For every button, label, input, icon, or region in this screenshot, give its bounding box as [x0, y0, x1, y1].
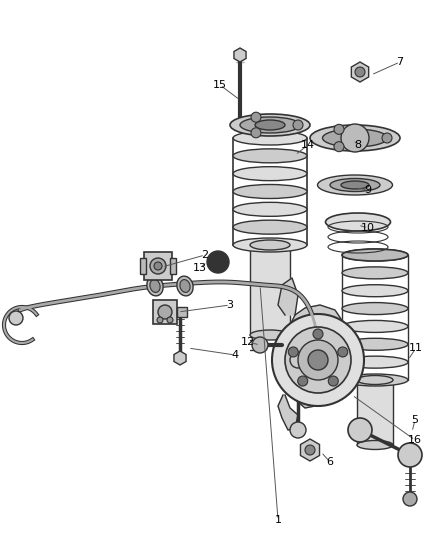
- Bar: [140, 258, 146, 274]
- Ellipse shape: [342, 303, 408, 314]
- Ellipse shape: [342, 338, 408, 350]
- Ellipse shape: [342, 267, 408, 279]
- Ellipse shape: [342, 356, 408, 368]
- Ellipse shape: [250, 330, 290, 340]
- Ellipse shape: [318, 175, 392, 195]
- Ellipse shape: [322, 129, 388, 147]
- Bar: [250, 245, 290, 335]
- Circle shape: [382, 133, 392, 143]
- Ellipse shape: [255, 120, 285, 130]
- Ellipse shape: [233, 220, 307, 234]
- Ellipse shape: [180, 280, 190, 293]
- Text: 7: 7: [396, 57, 403, 67]
- Polygon shape: [351, 62, 369, 82]
- Circle shape: [252, 337, 268, 353]
- Circle shape: [272, 314, 364, 406]
- Ellipse shape: [250, 240, 290, 250]
- Text: 1: 1: [275, 515, 282, 525]
- Ellipse shape: [233, 184, 307, 198]
- Ellipse shape: [325, 213, 391, 231]
- Circle shape: [251, 128, 261, 138]
- Circle shape: [293, 120, 303, 130]
- Circle shape: [298, 340, 338, 380]
- Ellipse shape: [240, 117, 300, 133]
- Text: 6: 6: [326, 457, 333, 467]
- Circle shape: [158, 305, 172, 319]
- Circle shape: [403, 492, 417, 506]
- Circle shape: [290, 352, 306, 368]
- Ellipse shape: [230, 114, 310, 136]
- Circle shape: [338, 347, 348, 357]
- Text: 8: 8: [354, 140, 361, 150]
- Circle shape: [334, 124, 344, 134]
- Polygon shape: [283, 305, 350, 408]
- Circle shape: [150, 258, 166, 274]
- Ellipse shape: [233, 203, 307, 216]
- Ellipse shape: [357, 440, 393, 449]
- Circle shape: [167, 317, 173, 323]
- Text: 10: 10: [361, 223, 375, 233]
- Text: 12: 12: [241, 337, 255, 347]
- Ellipse shape: [147, 276, 163, 296]
- Ellipse shape: [177, 276, 193, 296]
- Ellipse shape: [342, 285, 408, 297]
- Polygon shape: [234, 48, 246, 62]
- Circle shape: [154, 262, 162, 270]
- Circle shape: [313, 329, 323, 339]
- Ellipse shape: [233, 131, 307, 145]
- Ellipse shape: [150, 280, 160, 293]
- Circle shape: [157, 317, 163, 323]
- Ellipse shape: [342, 320, 408, 333]
- Circle shape: [9, 311, 23, 325]
- Circle shape: [328, 376, 338, 386]
- Circle shape: [398, 443, 422, 467]
- Circle shape: [251, 112, 261, 122]
- Ellipse shape: [342, 249, 408, 261]
- Circle shape: [285, 327, 351, 393]
- Bar: [357, 380, 393, 445]
- Text: 13: 13: [193, 263, 207, 273]
- Ellipse shape: [341, 181, 369, 189]
- Circle shape: [334, 142, 344, 152]
- Text: 9: 9: [364, 185, 371, 195]
- Text: 5: 5: [411, 415, 418, 425]
- Text: 3: 3: [226, 300, 233, 310]
- Polygon shape: [278, 278, 298, 315]
- Polygon shape: [278, 395, 298, 430]
- Ellipse shape: [357, 376, 393, 384]
- Ellipse shape: [330, 179, 380, 191]
- Ellipse shape: [233, 149, 307, 163]
- Text: 4: 4: [231, 350, 239, 360]
- Polygon shape: [174, 351, 186, 365]
- Circle shape: [348, 418, 372, 442]
- Ellipse shape: [310, 125, 400, 151]
- Bar: [177, 307, 187, 317]
- Circle shape: [290, 422, 306, 438]
- Bar: [144, 252, 172, 280]
- Text: 2: 2: [201, 250, 208, 260]
- Ellipse shape: [342, 249, 408, 261]
- Circle shape: [355, 67, 365, 77]
- Bar: [170, 258, 176, 274]
- Ellipse shape: [342, 374, 408, 386]
- Text: 16: 16: [408, 435, 422, 445]
- Circle shape: [341, 124, 369, 152]
- Circle shape: [288, 347, 298, 357]
- Circle shape: [298, 376, 308, 386]
- Text: 14: 14: [301, 140, 315, 150]
- Ellipse shape: [233, 167, 307, 181]
- Ellipse shape: [233, 238, 307, 252]
- Circle shape: [308, 350, 328, 370]
- Text: 11: 11: [409, 343, 423, 353]
- Text: 15: 15: [213, 80, 227, 90]
- Bar: [153, 300, 177, 324]
- Polygon shape: [300, 439, 320, 461]
- Circle shape: [207, 251, 229, 273]
- Circle shape: [305, 445, 315, 455]
